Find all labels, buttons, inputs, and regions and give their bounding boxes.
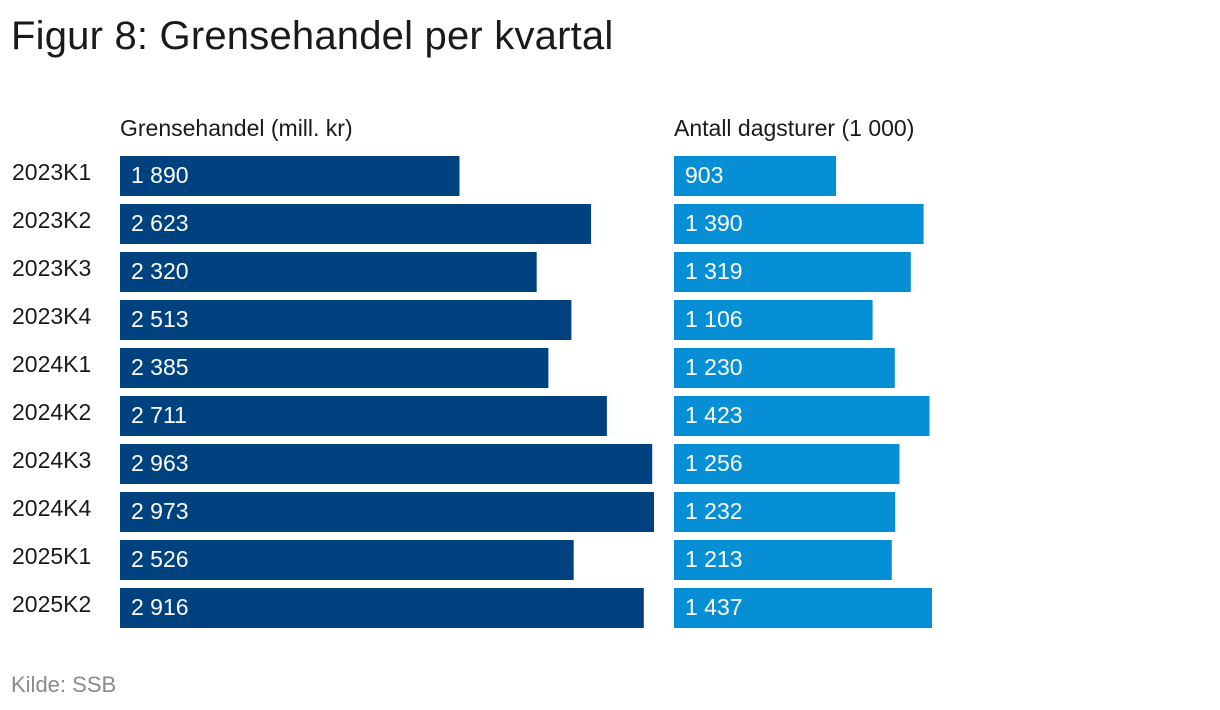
bar-1-2023k3 — [674, 252, 911, 292]
bar-0-2023k4 — [120, 300, 572, 340]
bar-1-2023k1 — [674, 156, 837, 196]
panel-grensehandel: Grensehandel (mill. kr) 1 890 2 623 2 320 2 … — [120, 115, 654, 628]
category-label-2025k1: 2025K1 — [12, 543, 91, 569]
bar-1-2023k2 — [674, 204, 924, 244]
bar-0-2023k3 — [120, 252, 537, 292]
bar-0-2024k2 — [120, 396, 607, 436]
bar-label-0-2023k1: 1 890 — [131, 162, 189, 188]
source-note: Kilde: SSB — [11, 672, 117, 697]
bar-label-1-2024k3: 1 256 — [685, 450, 743, 476]
bar-label-0-2025k2: 2 916 — [131, 594, 189, 620]
bar-label-1-2025k2: 1 437 — [685, 594, 743, 620]
category-labels: 2023K1 2023K2 2023K3 2023K4 2024K1 2024K2 2024… — [12, 159, 92, 617]
bar-label-1-2024k4: 1 232 — [685, 498, 743, 524]
bar-0-2025k1 — [120, 540, 574, 580]
bar-1-2024k2 — [674, 396, 930, 436]
panel-dagsturer: Antall dagsturer (1 000) 903 1 390 1 319 1 1… — [674, 115, 932, 628]
bar-label-1-2023k2: 1 390 — [685, 210, 743, 236]
bar-0-2023k1 — [120, 156, 460, 196]
bar-label-0-2024k2: 2 711 — [131, 402, 187, 428]
bar-1-2024k3 — [674, 444, 900, 484]
category-label-2023k3: 2023K3 — [12, 255, 91, 281]
bar-1-2025k1 — [674, 540, 892, 580]
chart-title: Figur 8: Grensehandel per kvartal — [11, 14, 614, 58]
panel-title-0: Grensehandel (mill. kr) — [120, 115, 353, 141]
bar-label-0-2023k3: 2 320 — [131, 258, 189, 284]
bar-label-1-2024k1: 1 230 — [685, 354, 743, 380]
category-label-2024k1: 2024K1 — [12, 351, 91, 377]
bar-1-2024k4 — [674, 492, 896, 532]
bar-label-0-2024k4: 2 973 — [131, 498, 189, 524]
category-label-2023k2: 2023K2 — [12, 207, 91, 233]
bar-label-1-2024k2: 1 423 — [685, 402, 743, 428]
bar-label-1-2023k1: 903 — [685, 162, 723, 188]
bar-label-0-2023k2: 2 623 — [131, 210, 189, 236]
bar-0-2024k3 — [120, 444, 653, 484]
bar-0-2023k2 — [120, 204, 592, 244]
category-label-2023k1: 2023K1 — [12, 159, 91, 185]
category-label-2024k2: 2024K2 — [12, 399, 91, 425]
bar-1-2023k4 — [674, 300, 873, 340]
bar-label-0-2025k1: 2 526 — [131, 546, 189, 572]
bar-label-1-2023k4: 1 106 — [685, 306, 743, 332]
bar-1-2025k2 — [674, 588, 932, 628]
panel-title-1: Antall dagsturer (1 000) — [674, 115, 914, 141]
category-label-2023k4: 2023K4 — [12, 303, 92, 329]
chart-area: 2023K1 2023K2 2023K3 2023K4 2024K1 2024K2 2024… — [12, 115, 932, 628]
bar-label-0-2024k1: 2 385 — [131, 354, 189, 380]
bar-label-1-2025k1: 1 213 — [685, 546, 743, 572]
bar-0-2024k1 — [120, 348, 549, 388]
bar-label-1-2023k3: 1 319 — [685, 258, 743, 284]
bar-1-2024k1 — [674, 348, 895, 388]
bar-label-0-2023k4: 2 513 — [131, 306, 189, 332]
category-label-2025k2: 2025K2 — [12, 591, 91, 617]
bar-0-2024k4 — [120, 492, 654, 532]
bar-0-2025k2 — [120, 588, 644, 628]
category-label-2024k4: 2024K4 — [12, 495, 92, 521]
category-label-2024k3: 2024K3 — [12, 447, 91, 473]
bar-label-0-2024k3: 2 963 — [131, 450, 189, 476]
